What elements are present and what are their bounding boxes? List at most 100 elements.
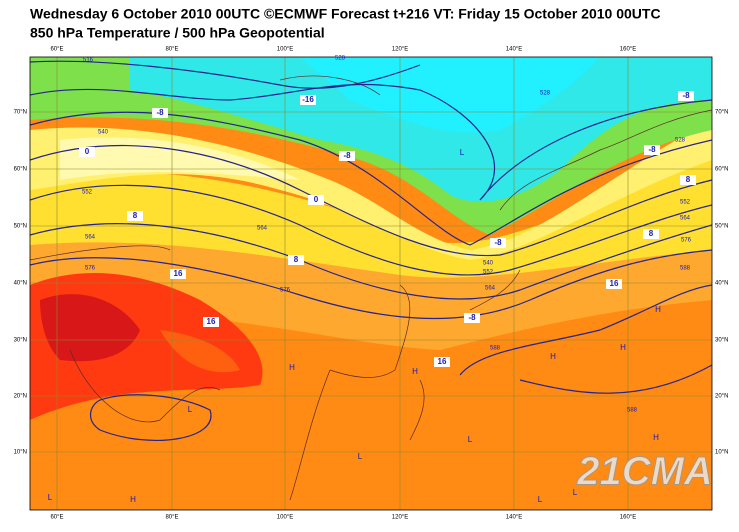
temperature-label-box <box>288 255 304 265</box>
pressure-center: H <box>653 433 659 442</box>
lat-label: 40°N <box>715 281 728 287</box>
pressure-center: L <box>468 435 473 444</box>
lat-label: 60°N <box>14 167 27 173</box>
geopotential-label: 540 <box>483 261 494 267</box>
lat-label: 20°N <box>715 394 728 400</box>
pressure-center: L <box>188 405 193 414</box>
pressure-center: H <box>655 305 661 314</box>
lon-label: 140°E <box>506 47 522 53</box>
geopotential-label: 564 <box>680 216 691 222</box>
temperature-label: 16 <box>610 279 619 288</box>
temperature-label: -8 <box>494 238 502 247</box>
lon-label: 100°E <box>277 515 293 521</box>
geopotential-label: 528 <box>540 91 551 97</box>
temperature-label-box <box>127 211 143 221</box>
temperature-label: -8 <box>648 145 656 154</box>
temperature-label: -16 <box>302 95 314 104</box>
lon-label: 120°E <box>392 515 408 521</box>
pressure-center: L <box>538 495 543 504</box>
pressure-center: H <box>289 363 295 372</box>
geopotential-label: 528 <box>675 138 686 144</box>
lon-label: 140°E <box>506 515 522 521</box>
temperature-label: 0 <box>314 195 319 204</box>
watermark: 21CMA <box>576 450 713 494</box>
geopotential-label: 576 <box>85 266 96 272</box>
temperature-label-box <box>643 229 659 239</box>
geopotential-label: 552 <box>82 190 93 196</box>
lat-label: 10°N <box>715 450 728 456</box>
geopotential-label: 516 <box>83 58 94 64</box>
title: Wednesday 6 October 2010 00UTC ©ECMWF Fo… <box>30 6 661 22</box>
temperature-label: -8 <box>156 108 164 117</box>
temperature-label: -8 <box>468 313 476 322</box>
geopotential-label: 552 <box>483 270 494 276</box>
lon-label: 160°E <box>620 47 636 53</box>
lat-label: 20°N <box>14 394 27 400</box>
geopotential-contours <box>30 60 712 441</box>
geopotential-label: 576 <box>681 238 692 244</box>
temperature-label-box <box>203 317 219 327</box>
map-field <box>30 57 712 510</box>
lat-label: 30°N <box>14 338 27 344</box>
lat-label: 60°N <box>715 167 728 173</box>
temperature-label-box <box>339 151 355 161</box>
pressure-center: L <box>48 493 53 502</box>
lat-label: 10°N <box>14 450 27 456</box>
temperature-label-box <box>464 313 480 323</box>
temperature-label: 8 <box>133 211 138 220</box>
coastlines <box>30 75 712 501</box>
lon-label: 160°E <box>620 515 636 521</box>
lat-label: 40°N <box>14 281 27 287</box>
temperature-label: 0 <box>85 147 90 156</box>
lat-label: 30°N <box>715 338 728 344</box>
lat-label: 50°N <box>14 224 27 230</box>
geopotential-label: 564 <box>485 286 496 292</box>
geopotential-label: 588 <box>490 346 501 352</box>
geopotential-label: 588 <box>680 266 691 272</box>
lon-label: 60°E <box>50 515 63 521</box>
pressure-center: H <box>620 343 626 352</box>
temperature-label-box <box>434 357 450 367</box>
temperature-label: -8 <box>682 91 690 100</box>
temperature-label-box <box>680 175 696 185</box>
graticule <box>30 57 712 510</box>
lon-label: 60°E <box>50 47 63 53</box>
temperature-label-box <box>490 238 506 248</box>
pressure-center: H <box>550 352 556 361</box>
lon-label: 120°E <box>392 47 408 53</box>
temperature-label: 8 <box>649 229 654 238</box>
temperature-label: -8 <box>343 151 351 160</box>
pressure-center: L <box>460 148 465 157</box>
pressure-center: H <box>130 495 136 504</box>
temperature-label-box <box>678 91 694 101</box>
pressure-center: H <box>412 367 418 376</box>
temperature-label-box <box>308 195 324 205</box>
subtitle: 850 hPa Temperature / 500 hPa Geopotenti… <box>30 25 325 41</box>
temperature-label-box <box>152 108 168 118</box>
geopotential-label: 564 <box>257 226 268 232</box>
lat-label: 50°N <box>715 224 728 230</box>
temperature-label-box <box>300 95 316 105</box>
temperature-label: 16 <box>438 357 447 366</box>
temperature-label: 8 <box>686 175 691 184</box>
map-frame <box>29 56 713 511</box>
lon-label: 80°E <box>165 47 178 53</box>
temperature-label: 16 <box>207 317 216 326</box>
temperature-label-box <box>170 269 186 279</box>
pressure-center: L <box>358 452 363 461</box>
temperature-label-box <box>79 147 95 157</box>
geopotential-label: 528 <box>335 56 346 62</box>
lat-label: 70°N <box>715 110 728 116</box>
temperature-label-box <box>644 145 660 155</box>
geopotential-label: 564 <box>85 235 96 241</box>
temperature-label-box <box>606 279 622 289</box>
geopotential-label: 576 <box>280 288 291 294</box>
geopotential-label: 588 <box>627 408 638 414</box>
lon-label: 100°E <box>277 47 293 53</box>
pressure-center: L <box>573 488 578 497</box>
temperature-label: 8 <box>294 255 299 264</box>
lon-label: 80°E <box>165 515 178 521</box>
geopotential-label: 540 <box>98 130 109 136</box>
geopotential-label: 552 <box>680 200 691 206</box>
